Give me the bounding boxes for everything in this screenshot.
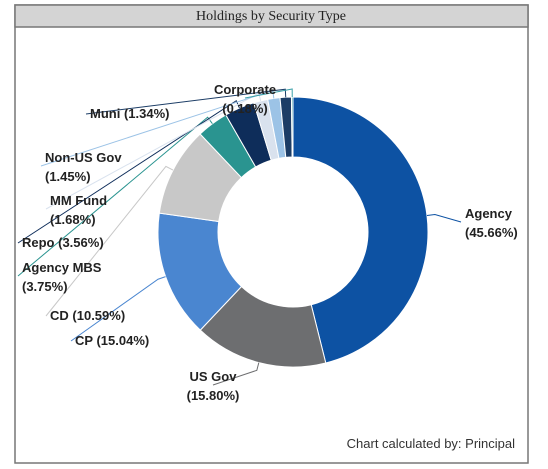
category-label: Agency <box>465 206 513 221</box>
data-label: Muni (1.34%) <box>90 106 169 121</box>
leader-line <box>45 165 174 317</box>
value-label: (15.04%) <box>96 333 149 348</box>
footnote: Chart calculated by: Principal <box>347 436 515 451</box>
chart-title: Holdings by Security Type <box>196 9 346 24</box>
leader-line <box>426 214 462 223</box>
data-label: Agency MBS (3.75%) <box>22 260 102 294</box>
data-label: CP (15.04%) <box>75 333 149 348</box>
value-label: (1.45%) <box>45 169 91 184</box>
donut-segment <box>292 96 429 364</box>
value-label: (1.34%) <box>124 106 170 121</box>
value-label: (15.80%) <box>187 388 240 403</box>
category-label: MM Fund <box>50 193 107 208</box>
data-label: Agency (45.66%) <box>465 206 518 240</box>
leader-line <box>244 88 293 99</box>
leader-line <box>70 276 166 342</box>
donut-segment <box>290 96 294 158</box>
category-label: CD <box>50 308 69 323</box>
data-label: CD (10.59%) <box>50 308 125 323</box>
category-label: Repo <box>22 235 55 250</box>
data-label: Repo (3.56%) <box>22 235 104 250</box>
value-label: (1.68%) <box>50 212 96 227</box>
category-label: US Gov <box>190 369 238 384</box>
title-bar <box>14 4 529 28</box>
data-label: Non-US Gov (1.45%) <box>45 150 122 184</box>
category-label: CP <box>75 333 93 348</box>
leader-line <box>17 116 213 277</box>
leader-line <box>85 88 287 115</box>
category-label: Non-US Gov <box>45 150 122 165</box>
data-label: MM Fund (1.68%) <box>50 193 107 227</box>
category-label: Agency MBS <box>22 260 102 275</box>
value-label: (10.59%) <box>72 308 125 323</box>
value-label: (3.75%) <box>22 279 68 294</box>
value-label: (3.56%) <box>58 235 104 250</box>
category-label: Muni <box>90 106 120 121</box>
category-label: Corporate <box>214 82 276 97</box>
leader-line <box>212 362 260 386</box>
data-label: US Gov (15.80%) <box>187 369 240 403</box>
value-label: (0.18%) <box>222 101 268 116</box>
frame <box>14 4 529 464</box>
leader-line <box>45 92 262 210</box>
leader-line <box>17 99 240 244</box>
value-label: (45.66%) <box>465 225 518 240</box>
data-label: Corporate (0.18%) <box>214 82 276 116</box>
